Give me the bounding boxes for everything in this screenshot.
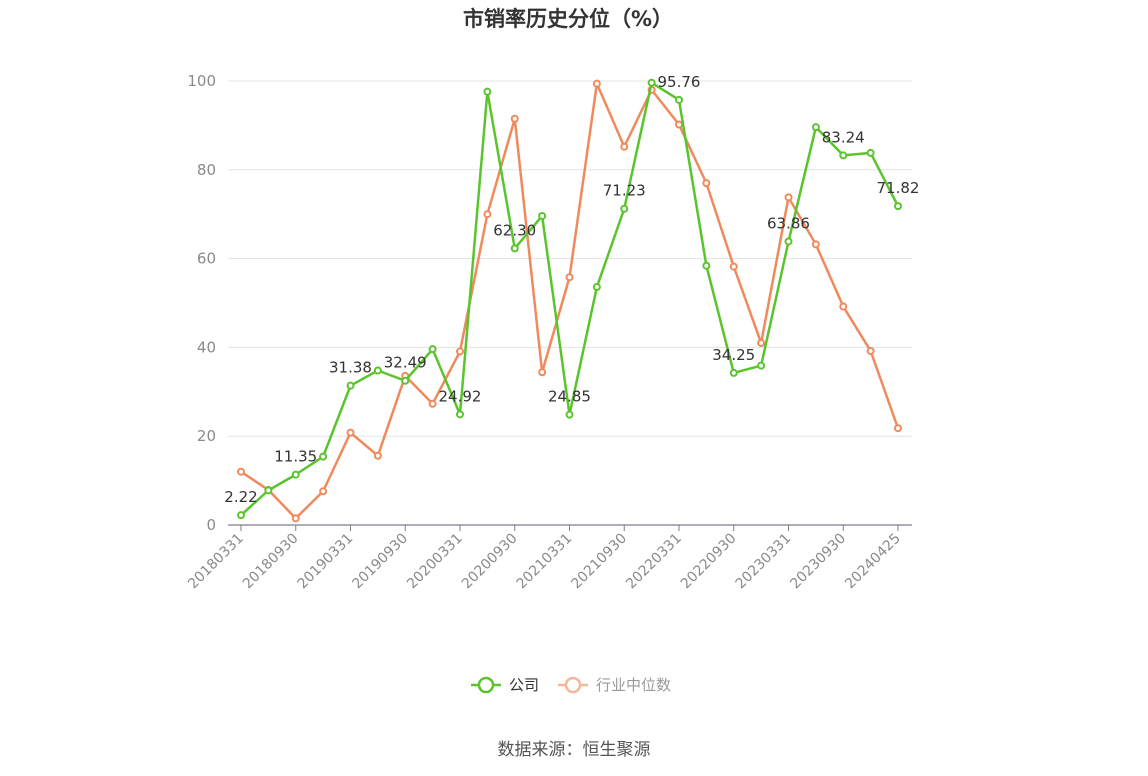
data-point [811,240,820,249]
x-tick-label: 20220331 [623,531,685,593]
axes: 0 20 40 60 80 100 2018033120180930201903312019… [185,72,912,592]
series-group [237,78,902,523]
data-point [620,142,629,151]
data-point [291,470,300,479]
data-label: 2.22 [224,488,257,506]
x-tick-label: 20190930 [349,531,411,593]
data-point [373,366,382,375]
data-point [757,361,766,370]
data-point [319,487,328,496]
data-label: 32.49 [384,354,427,372]
data-point [291,514,300,523]
data-point [237,467,245,476]
data-point [757,338,766,347]
data-label: 83.24 [822,128,865,146]
data-label: 71.23 [603,182,646,200]
data-label: 95.76 [658,73,701,91]
data-point [319,452,328,461]
legend-item-1[interactable]: 行业中位数 [558,676,671,694]
data-point [346,381,355,390]
legend-swatch-marker [564,676,582,694]
data-point [565,410,574,419]
legend-item-0[interactable]: 公司 [471,676,539,694]
data-label: 63.86 [767,214,810,232]
data-point [702,179,711,188]
data-point [428,399,437,408]
data-point [675,120,683,129]
series-line-1 [240,82,900,520]
data-point [729,262,738,271]
data-label: 71.82 [877,179,920,197]
data-point [401,376,410,385]
series-line-0 [240,81,900,517]
legend-swatch-marker [477,676,495,694]
data-point [592,79,601,88]
x-tick-label: 20230331 [733,531,795,593]
data-point [428,345,437,354]
legend-label: 行业中位数 [596,676,671,694]
x-tick-label: 20220930 [678,531,740,593]
data-point [839,151,848,160]
data-labels: 2.22 11.35 31.38 32.49 24.92 62.30 24.85 71.23 9… [224,73,919,506]
data-point [894,424,902,433]
y-tick-label: 60 [197,250,216,268]
data-point [784,237,793,246]
y-tick-label: 100 [187,72,216,90]
source-note: 数据来源：恒生聚源 [498,740,651,760]
data-label: 34.25 [712,346,755,364]
chart-title: 市销率历史分位（%） [463,7,673,31]
data-point [346,428,355,437]
data-point [456,410,464,419]
data-point [373,451,382,460]
data-point [483,210,492,219]
y-tick-label: 0 [206,516,216,534]
x-tick-label: 20180930 [240,531,302,593]
data-point [510,244,519,253]
data-point [866,346,875,355]
y-tick-label: 80 [197,161,216,179]
x-tick-label: 20200331 [404,531,466,593]
x-tick-label: 20230930 [787,531,849,593]
data-point [784,193,793,202]
data-point [510,114,519,123]
data-point [620,204,629,213]
x-tick-label: 20190331 [295,531,357,593]
legend[interactable]: 公司 行业中位数 [471,676,671,694]
data-point [675,95,683,104]
data-point [839,302,848,311]
data-point [538,368,547,377]
y-tick-label: 40 [197,338,216,356]
x-tick-label: 20210930 [568,531,630,593]
data-point [866,148,875,157]
data-point [811,123,820,132]
y-tick-label: 20 [197,427,216,445]
data-point [647,78,656,87]
data-point [237,511,245,520]
data-point [729,368,738,377]
x-tick-label: 20200930 [459,531,521,593]
x-tick-label: 20210331 [514,531,576,593]
data-label: 24.92 [439,387,482,405]
data-point [456,347,464,356]
data-point [483,87,492,96]
data-label: 62.30 [493,221,536,239]
data-point [264,486,273,495]
data-label: 31.38 [329,359,372,377]
data-label: 11.35 [274,448,317,466]
grid-lines [228,80,912,526]
data-point [894,202,902,211]
legend-label: 公司 [509,676,539,694]
data-label: 24.85 [548,388,591,406]
x-tick-label: 20240425 [842,531,904,593]
x-tick-label: 20180331 [185,531,247,593]
data-point [702,261,711,270]
data-point [565,273,574,282]
data-point [538,211,547,220]
data-point [592,283,601,292]
